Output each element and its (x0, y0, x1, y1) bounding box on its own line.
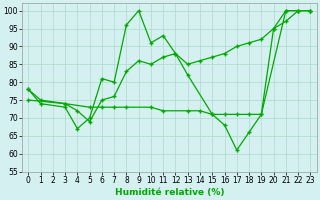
X-axis label: Humidité relative (%): Humidité relative (%) (115, 188, 224, 197)
